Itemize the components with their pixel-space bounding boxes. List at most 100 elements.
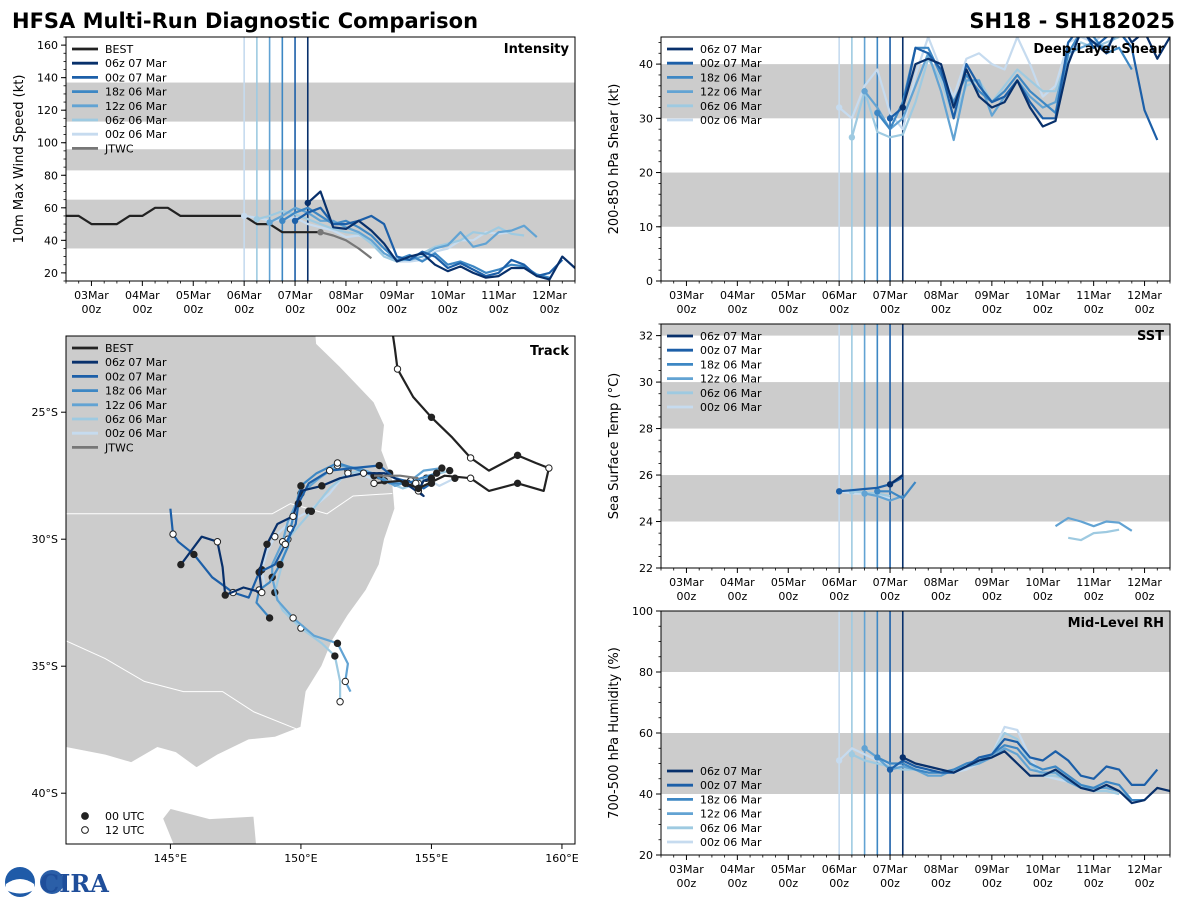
intensity-ytick-label-7: 160 (37, 39, 58, 52)
intensity-xtick-sublabel-3: 00z (234, 303, 254, 316)
sst-ytick-label-5: 32 (639, 330, 653, 343)
track-series-2-marker-6 (333, 459, 342, 467)
track-title: Track (530, 344, 569, 359)
cira-logo: CIRA (5, 867, 109, 898)
sst-series-3-seg-1 (1054, 516, 1133, 532)
track-series-1-marker-16 (190, 550, 198, 559)
sst-panel: 22242628303203Mar00z04Mar00z05Mar00z06Ma… (607, 323, 1171, 603)
rh-init-marker-2 (874, 754, 881, 761)
rh-xtick-label-5: 08Mar (924, 863, 959, 876)
rh-ytick-label-0: 20 (639, 849, 653, 862)
track-jtwc (374, 474, 419, 480)
rh-legend-label-0: 06z 07 Mar (700, 765, 762, 778)
shear-series-2-seg-0 (876, 37, 1133, 131)
sst-xtick-label-6: 09Mar (974, 576, 1009, 589)
intensity-jtwc-line (320, 231, 373, 260)
shear-xtick-label-8: 11Mar (1076, 289, 1111, 302)
sst-xtick-label-2: 05Mar (771, 576, 806, 589)
rh-xtick-sublabel-0: 00z (677, 877, 697, 890)
intensity-legend-label-2: 00z 07 Mar (105, 71, 167, 84)
sst-xtick-sublabel-5: 00z (931, 590, 951, 603)
shear-series-3-seg-0 (863, 37, 1133, 142)
sst-xtick-sublabel-0: 00z (677, 590, 697, 603)
rh-xtick-label-8: 11Mar (1076, 863, 1111, 876)
shear-init-marker-2 (874, 109, 881, 117)
sst-xtick-label-1: 04Mar (720, 576, 755, 589)
shear-init-marker-0 (899, 104, 906, 111)
track-legend-marker-1 (81, 826, 89, 834)
track-legend-label-2: 00z 07 Mar (105, 370, 167, 383)
rh-init-marker-1 (886, 766, 894, 773)
intensity-xtick-sublabel-1: 00z (132, 303, 152, 316)
shear-legend-label-2: 18z 06 Mar (700, 71, 762, 84)
track-best-marker-10 (545, 464, 553, 472)
sst-legend-label-4: 06z 06 Mar (700, 387, 762, 400)
rh-legend-label-4: 06z 06 Mar (700, 822, 762, 835)
track-legend-marker-label-1: 12 UTC (105, 824, 145, 837)
tasmania-land (162, 807, 258, 844)
rh-band-1 (661, 611, 1170, 672)
sst-legend-label-3: 12z 06 Mar (700, 373, 762, 386)
track-panel: 145°E 150°E 155°E 160°E 25°S 30°S 35°S 40°S Trac… (32, 335, 579, 865)
sst-legend-label-5: 00z 06 Mar (700, 401, 762, 414)
track-xtick-label-0: 145°E (154, 852, 187, 865)
intensity-xtick-sublabel-7: 00z (438, 303, 458, 316)
shear-init-marker-4 (848, 134, 856, 141)
shear-ylabel: 200-850 hPa Shear (kt) (607, 84, 622, 235)
shear-band-0 (661, 172, 1170, 227)
sst-band-1 (661, 382, 1170, 429)
track-series-0-marker-18 (213, 538, 222, 546)
sst-xtick-sublabel-1: 00z (727, 590, 747, 603)
intensity-legend-label-5: 06z 06 Mar (105, 114, 167, 127)
rh-xtick-sublabel-9: 00z (1135, 877, 1155, 890)
shear-xtick-label-6: 09Mar (974, 289, 1009, 302)
shear-ytick-label-3: 30 (639, 112, 653, 125)
sst-xtick-label-4: 07Mar (873, 576, 908, 589)
rh-init-marker-3 (861, 745, 868, 752)
track-best-marker-4 (427, 413, 436, 421)
rh-ytick-label-1: 40 (639, 788, 653, 801)
intensity-xtick-sublabel-9: 00z (540, 303, 560, 316)
sst-series-2-seg-0 (877, 481, 917, 500)
shear-xtick-sublabel-7: 00z (1033, 303, 1053, 316)
intensity-ytick-label-0: 20 (44, 267, 58, 280)
track-series-4 (273, 469, 450, 702)
shear-xtick-label-2: 05Mar (771, 289, 806, 302)
rh-series-1-seg-0 (889, 737, 1159, 787)
intensity-legend-label-6: 00z 06 Mar (105, 128, 167, 141)
rh-legend-label-3: 12z 06 Mar (700, 808, 762, 821)
sst-xtick-label-8: 11Mar (1076, 576, 1111, 589)
intensity-ytick-label-2: 60 (44, 202, 58, 215)
sst-legend-label-2: 18z 06 Mar (700, 358, 762, 371)
rh-xtick-label-7: 10Mar (1025, 863, 1060, 876)
intensity-init-marker-2 (279, 217, 286, 225)
intensity-legend-label-3: 18z 06 Mar (105, 86, 167, 99)
sst-series-4-seg-0 (851, 490, 891, 498)
sst-xtick-label-0: 03Mar (669, 576, 704, 589)
intensity-init-marker-3 (266, 219, 273, 226)
rh-legend-label-5: 00z 06 Mar (700, 836, 762, 849)
sst-legend-label-0: 06z 07 Mar (700, 330, 762, 343)
sst-series-4-seg-1 (1068, 528, 1120, 542)
track-series-2-marker-8 (297, 482, 305, 490)
rh-init-marker-4 (848, 751, 856, 758)
track-series-3-marker-0 (438, 464, 446, 472)
track-legend-label-0: BEST (105, 342, 133, 355)
track-xtick-label-2: 155°E (415, 852, 448, 865)
track-best-marker-12 (513, 479, 522, 488)
intensity-legend-label-4: 12z 06 Mar (105, 100, 167, 113)
shear-ytick-label-0: 0 (646, 275, 653, 288)
intensity-legend-label-0: BEST (105, 43, 133, 56)
track-ytick-label-0: 25°S (32, 406, 58, 419)
sst-xtick-sublabel-7: 00z (1033, 590, 1053, 603)
rh-xtick-label-3: 06Mar (822, 863, 857, 876)
sst-xtick-label-9: 12Mar (1127, 576, 1162, 589)
shear-ytick-label-4: 40 (639, 58, 653, 71)
shear-xtick-label-3: 06Mar (822, 289, 857, 302)
rh-xtick-label-1: 04Mar (720, 863, 755, 876)
track-series-2-marker-0 (432, 469, 441, 477)
noaa-wave-icon (6, 879, 34, 894)
shear-init-marker-3 (861, 88, 868, 95)
sst-init-marker-3 (861, 490, 868, 497)
